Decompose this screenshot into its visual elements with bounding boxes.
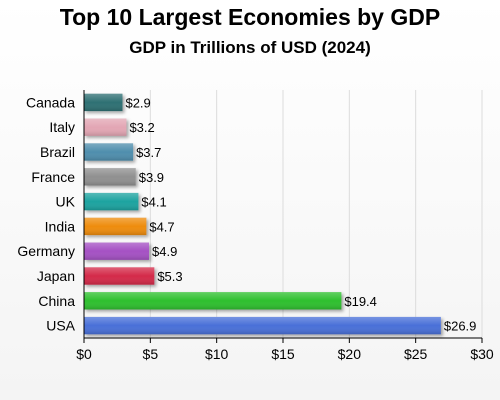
bar-shine bbox=[84, 242, 150, 260]
value-label: $26.9 bbox=[444, 319, 477, 334]
bar-group bbox=[84, 118, 127, 136]
bar-shine bbox=[84, 292, 342, 310]
bar-group bbox=[84, 143, 134, 161]
bar-shine bbox=[84, 217, 147, 236]
x-tick-label: $10 bbox=[205, 346, 229, 362]
bar-group bbox=[84, 168, 136, 186]
chart-subtitle: GDP in Trillions of USD (2024) bbox=[129, 38, 371, 57]
bar-shine bbox=[84, 192, 139, 211]
bar-group bbox=[84, 316, 441, 335]
x-tick-label: $20 bbox=[338, 346, 362, 362]
value-label: $5.3 bbox=[157, 269, 182, 284]
bar-group bbox=[84, 192, 139, 211]
value-label: $4.7 bbox=[149, 219, 174, 234]
value-label: $3.7 bbox=[136, 145, 161, 160]
bar-group bbox=[84, 93, 123, 112]
value-label: $2.9 bbox=[125, 95, 150, 110]
category-label: China bbox=[38, 293, 75, 309]
x-tick-label: $15 bbox=[271, 346, 295, 362]
bar-group bbox=[84, 267, 155, 285]
category-label: Germany bbox=[17, 243, 75, 259]
x-tick-label: $5 bbox=[143, 346, 159, 362]
category-label: France bbox=[31, 169, 75, 185]
value-label: $3.2 bbox=[129, 120, 154, 135]
category-label: Canada bbox=[26, 94, 75, 110]
bar-shine bbox=[84, 93, 123, 112]
category-label: Italy bbox=[49, 119, 75, 135]
value-label: $19.4 bbox=[344, 294, 377, 309]
category-label: UK bbox=[56, 194, 76, 210]
value-label: $3.9 bbox=[139, 170, 164, 185]
x-tick-label: $25 bbox=[404, 346, 428, 362]
bar-shine bbox=[84, 143, 134, 161]
category-label: India bbox=[45, 218, 76, 234]
x-tick-label: $30 bbox=[470, 346, 494, 362]
category-label: USA bbox=[46, 318, 75, 334]
bar-group bbox=[84, 217, 147, 236]
value-label: $4.9 bbox=[152, 244, 177, 259]
category-label: Brazil bbox=[40, 144, 75, 160]
bar-shine bbox=[84, 267, 155, 285]
value-label: $4.1 bbox=[141, 195, 166, 210]
bar-shine bbox=[84, 168, 136, 186]
bar-group bbox=[84, 242, 150, 260]
bar-shine bbox=[84, 316, 441, 335]
bars: $2.9 $3.2 $3.7 $3.9 $4.1 $4.7 $4.9 $5.3 $19.4 $26… bbox=[84, 93, 477, 335]
bar-shine bbox=[84, 118, 127, 136]
chart-title: Top 10 Largest Economies by GDP bbox=[59, 4, 441, 30]
x-tick-label: $0 bbox=[76, 346, 92, 362]
axes: Canada Italy Brazil France UK India Germany Jap… bbox=[17, 90, 494, 362]
bar-group bbox=[84, 292, 342, 310]
category-label: Japan bbox=[37, 268, 75, 284]
